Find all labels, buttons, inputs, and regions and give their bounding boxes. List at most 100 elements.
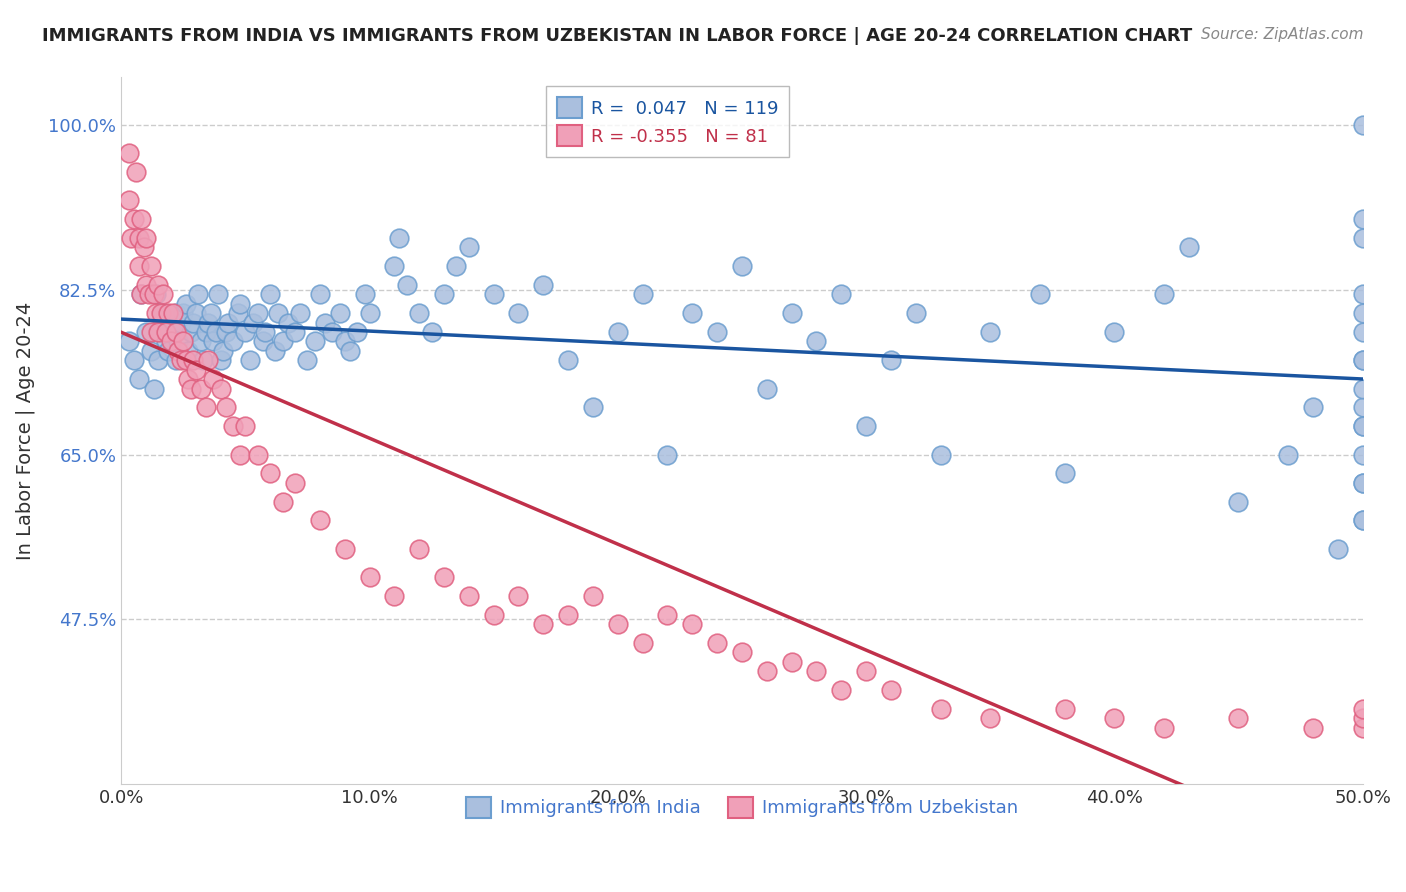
Point xyxy=(139,325,162,339)
Point xyxy=(1351,419,1374,434)
Point xyxy=(308,514,330,528)
Legend: Immigrants from India, Immigrants from Uzbekistan: Immigrants from India, Immigrants from U… xyxy=(458,789,1025,825)
Point xyxy=(681,306,703,320)
Point xyxy=(582,589,605,603)
Point xyxy=(731,645,754,659)
Point xyxy=(657,607,679,622)
Text: IMMIGRANTS FROM INDIA VS IMMIGRANTS FROM UZBEKISTAN IN LABOR FORCE | AGE 20-24 C: IMMIGRANTS FROM INDIA VS IMMIGRANTS FROM… xyxy=(42,27,1192,45)
Point xyxy=(830,287,852,301)
Point xyxy=(929,702,952,716)
Point xyxy=(284,475,307,490)
Point xyxy=(1326,541,1348,556)
Point xyxy=(138,287,160,301)
Point xyxy=(755,382,778,396)
Point xyxy=(122,211,145,226)
Point xyxy=(174,296,197,310)
Point xyxy=(266,306,288,320)
Point xyxy=(132,240,155,254)
Point xyxy=(217,316,239,330)
Point xyxy=(187,287,209,301)
Point xyxy=(780,655,803,669)
Point xyxy=(172,334,194,349)
Point xyxy=(181,316,204,330)
Point xyxy=(209,382,232,396)
Point xyxy=(780,306,803,320)
Point xyxy=(118,334,141,349)
Point xyxy=(329,306,352,320)
Point xyxy=(177,343,200,358)
Point xyxy=(229,296,252,310)
Point xyxy=(929,448,952,462)
Point xyxy=(606,617,628,632)
Point xyxy=(1351,721,1374,735)
Point xyxy=(184,362,207,376)
Point xyxy=(167,334,190,349)
Point xyxy=(1277,448,1299,462)
Point xyxy=(408,541,430,556)
Point xyxy=(129,287,152,301)
Point xyxy=(1227,711,1250,725)
Point xyxy=(120,230,142,244)
Point xyxy=(226,306,249,320)
Point xyxy=(214,401,236,415)
Point xyxy=(631,287,654,301)
Point xyxy=(830,683,852,698)
Point xyxy=(197,353,219,368)
Point xyxy=(271,494,294,508)
Point xyxy=(142,287,165,301)
Point xyxy=(277,316,299,330)
Point xyxy=(135,230,157,244)
Point xyxy=(128,259,150,273)
Point xyxy=(129,287,152,301)
Point xyxy=(1351,353,1374,368)
Point xyxy=(482,287,505,301)
Point xyxy=(148,325,170,339)
Point xyxy=(1351,306,1374,320)
Point xyxy=(155,325,177,339)
Point xyxy=(246,448,269,462)
Point xyxy=(128,230,150,244)
Point xyxy=(194,325,217,339)
Point xyxy=(806,334,828,349)
Point xyxy=(145,287,167,301)
Point xyxy=(125,164,148,178)
Point xyxy=(252,334,274,349)
Point xyxy=(148,353,170,368)
Point xyxy=(155,334,177,349)
Point xyxy=(129,211,152,226)
Point xyxy=(1351,475,1374,490)
Point xyxy=(152,306,174,320)
Point xyxy=(239,353,262,368)
Point xyxy=(1351,118,1374,132)
Point xyxy=(202,372,225,386)
Point xyxy=(235,325,257,339)
Point xyxy=(193,353,215,368)
Point xyxy=(254,325,277,339)
Point xyxy=(1351,230,1374,244)
Point xyxy=(222,334,245,349)
Point xyxy=(1351,711,1374,725)
Point xyxy=(631,636,654,650)
Point xyxy=(174,353,197,368)
Point xyxy=(135,325,157,339)
Point xyxy=(190,382,212,396)
Point xyxy=(157,306,180,320)
Point xyxy=(446,259,468,273)
Point xyxy=(229,448,252,462)
Point xyxy=(271,334,294,349)
Point xyxy=(200,306,222,320)
Point xyxy=(1351,287,1374,301)
Point xyxy=(606,325,628,339)
Point xyxy=(457,240,479,254)
Point xyxy=(212,343,235,358)
Point xyxy=(1302,721,1324,735)
Point xyxy=(1153,287,1175,301)
Point xyxy=(1351,514,1374,528)
Point xyxy=(314,316,336,330)
Point xyxy=(149,306,172,320)
Point xyxy=(706,325,728,339)
Point xyxy=(1029,287,1052,301)
Point xyxy=(128,372,150,386)
Point xyxy=(167,343,190,358)
Point xyxy=(1351,419,1374,434)
